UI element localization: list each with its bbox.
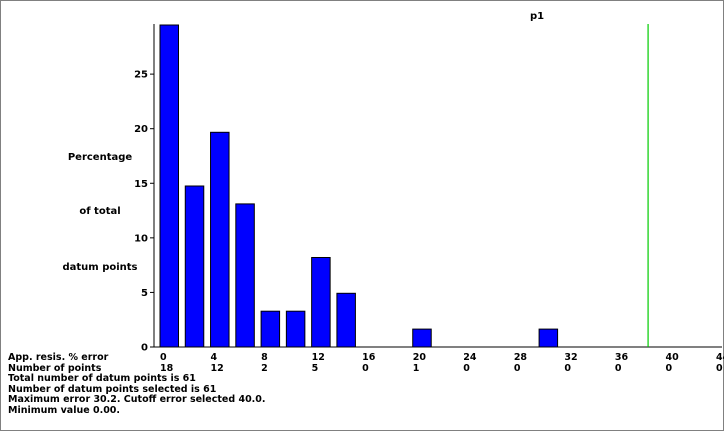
total-points-text: Total number of datum points is 61 bbox=[8, 373, 196, 384]
point-count-value: 0 bbox=[716, 362, 723, 374]
y-tick-label-0: 0 bbox=[141, 343, 148, 354]
point-count-value: 2 bbox=[261, 362, 268, 374]
bar-3 bbox=[235, 203, 255, 348]
point-counts-label: Number of points bbox=[8, 362, 102, 374]
bar-6 bbox=[311, 256, 331, 348]
y-axis-label-line-2: of total bbox=[79, 206, 121, 217]
point-count-value: 5 bbox=[311, 362, 319, 374]
chart-title: p1 bbox=[530, 11, 544, 22]
error-bin-value: 24 bbox=[463, 352, 477, 363]
y-axis-label-line-1: Percentage bbox=[67, 152, 133, 163]
bar-4 bbox=[260, 310, 281, 348]
point-count-value: 18 bbox=[160, 362, 174, 374]
point-count-value: 0 bbox=[362, 362, 369, 374]
point-count-value: 0 bbox=[463, 362, 470, 374]
selected-points-text: Number of datum points selected is 61 bbox=[8, 383, 217, 395]
point-counts-row: Number of points 18 12 2 5 0 1 0 0 0 0 0 0 bbox=[8, 362, 723, 375]
bar-0 bbox=[159, 24, 179, 348]
y-axis-label-line-3: datum points bbox=[62, 262, 138, 273]
bar-7 bbox=[336, 292, 356, 348]
bar-2 bbox=[210, 131, 230, 348]
error-bin-value: 0 bbox=[160, 352, 167, 363]
bar-9 bbox=[538, 328, 559, 348]
point-count-value: 0 bbox=[614, 362, 622, 374]
summary-panel: App. resis. % error 0 4 8 12 16 20 24 28 32 36 40 4… bbox=[8, 352, 724, 416]
error-bin-value: 4 bbox=[210, 352, 218, 363]
error-bin-value: 32 bbox=[564, 352, 578, 363]
error-bin-value: 36 bbox=[614, 352, 629, 363]
error-bins-row: App. resis. % error 0 4 8 12 16 20 24 28 32 36 40 4… bbox=[8, 352, 724, 364]
y-tick-label-5: 25 bbox=[134, 70, 148, 81]
error-bin-value: 12 bbox=[311, 352, 325, 363]
y-tick-label-4: 20 bbox=[134, 124, 148, 135]
error-bins-label: App. resis. % error bbox=[8, 352, 109, 363]
y-tick-label-1: 5 bbox=[141, 288, 148, 299]
y-tick-label-2: 10 bbox=[134, 233, 148, 244]
point-count-value: 1 bbox=[412, 362, 420, 374]
error-bin-value: 40 bbox=[665, 352, 679, 363]
bar-1 bbox=[184, 185, 205, 348]
point-count-value: 0 bbox=[513, 362, 521, 374]
max-error-text: Maximum error 30.2. Cutoff error selecte… bbox=[8, 394, 266, 405]
error-bin-value: 44 bbox=[716, 352, 724, 363]
error-bin-value: 20 bbox=[412, 352, 426, 363]
error-bin-value: 28 bbox=[513, 352, 528, 363]
bar-8 bbox=[412, 328, 432, 348]
error-bin-value: 8 bbox=[261, 352, 268, 363]
error-bin-value: 16 bbox=[362, 352, 376, 363]
bar-5 bbox=[285, 310, 306, 348]
point-count-value: 12 bbox=[210, 362, 224, 374]
point-count-value: 0 bbox=[564, 362, 571, 374]
min-value-text: Minimum value 0.00. bbox=[8, 404, 121, 416]
y-tick-label-3: 15 bbox=[134, 179, 148, 190]
point-count-value: 0 bbox=[665, 362, 673, 374]
